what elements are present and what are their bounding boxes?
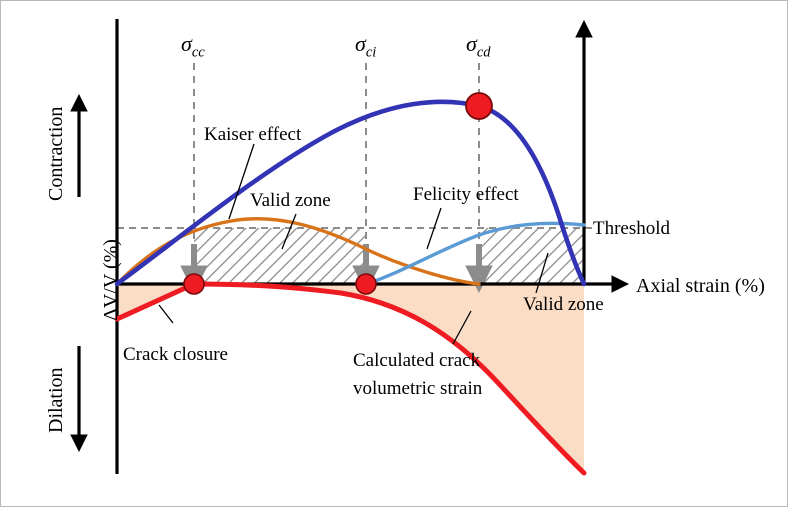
sigma-ci-label: σci	[355, 33, 376, 60]
kaiser-effect-leader-line	[228, 143, 255, 220]
sigma-cd-label: σcd	[466, 33, 491, 60]
valid-zone-right-label: Valid zone	[523, 294, 604, 315]
kaiser-effect-label: Kaiser effect	[204, 124, 302, 145]
felicity-effect-curve	[364, 221, 586, 286]
felicity-effect-leader-line	[426, 207, 442, 250]
crack-damage-point-marker	[465, 92, 493, 120]
calculated-crack-leader-line	[452, 310, 472, 345]
crack-closure-leader-line	[158, 304, 174, 324]
sigma-ci-subscript: ci	[365, 44, 377, 61]
crack-initiation-point-marker	[355, 273, 377, 295]
calculated-crack-volumetric-strain-curve	[114, 281, 587, 476]
sigma-cd-subscript: cd	[476, 44, 491, 61]
threshold-label: Threshold	[593, 218, 671, 239]
x-axis-label: Axial strain (%)	[636, 275, 765, 297]
contraction-axis-label: Contraction	[45, 106, 67, 201]
dilation-axis-label: Dilation	[45, 367, 67, 433]
sigma-cd-symbol: σ	[466, 31, 477, 56]
calculated-crack-label-line2: volumetric strain	[353, 378, 483, 399]
crack-closure-label: Crack closure	[123, 344, 228, 365]
y-axis-label: ΔV/V (%)	[100, 239, 122, 321]
sigma-cc-label: σcc	[181, 33, 205, 60]
valid-zone-left-label: Valid zone	[250, 190, 331, 211]
sigma-cc-symbol: σ	[181, 31, 192, 56]
valid-zone-left-leader-line	[281, 213, 297, 250]
total-volumetric-strain-curve	[114, 99, 587, 287]
sigma-cc-subscript: cc	[191, 44, 205, 61]
sigma-ci-symbol: σ	[355, 31, 366, 56]
felicity-effect-label: Felicity effect	[413, 184, 519, 205]
crack-closure-point-marker	[183, 273, 205, 295]
valid-zone-right-hatch	[479, 228, 584, 284]
crack-volumetric-strain-area	[117, 284, 584, 473]
valid-zone-right-leader-line	[535, 252, 549, 294]
calculated-crack-label-line1: Calculated crack	[353, 350, 481, 371]
